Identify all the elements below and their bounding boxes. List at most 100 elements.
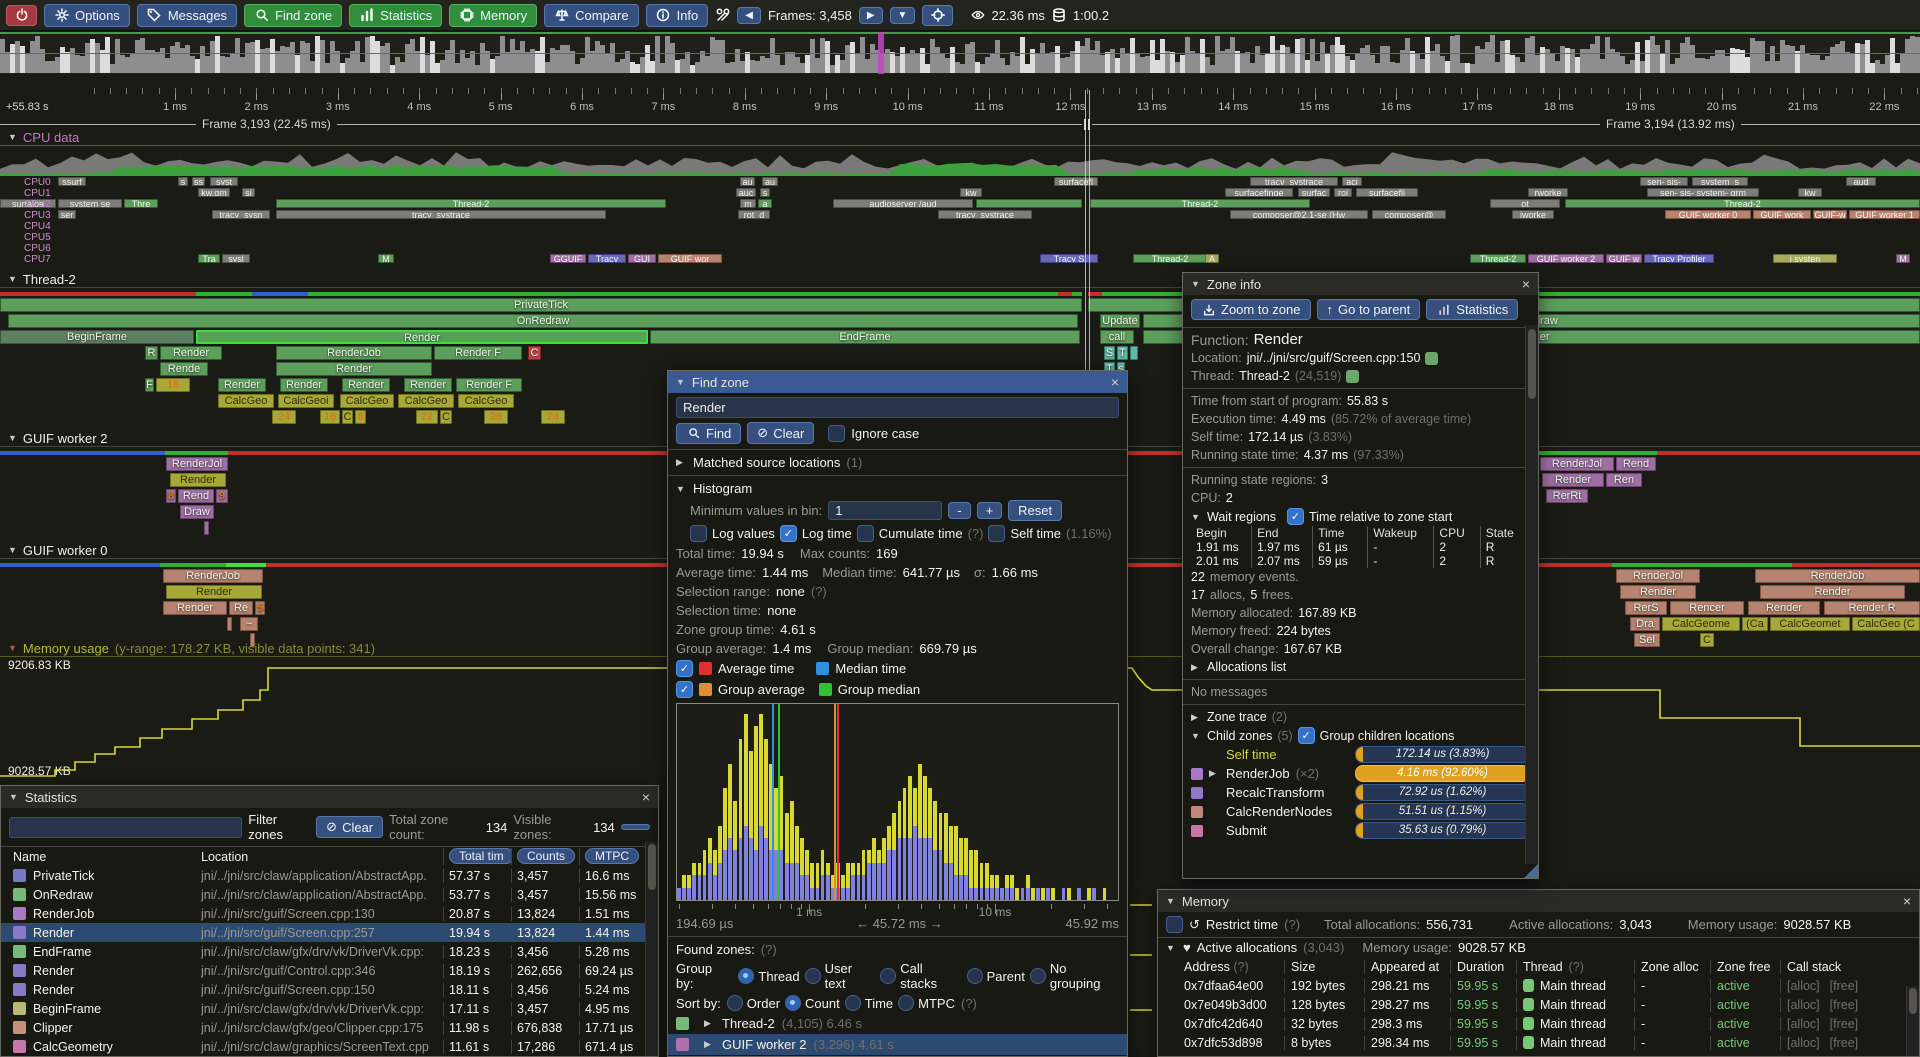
average-time-checkbox[interactable]: ✓ <box>676 660 693 677</box>
timeline-zone[interactable]: Thread-2 <box>1090 199 1310 208</box>
timeline-zone[interactable] <box>1058 292 1072 296</box>
timeline-zone[interactable]: S <box>1104 346 1115 360</box>
collapse-arrow-icon[interactable]: ▼ <box>676 483 685 494</box>
collapse-arrow-icon[interactable]: ▼ <box>1191 279 1200 289</box>
timeline-zone[interactable]: Update <box>1100 314 1140 328</box>
timeline-zone[interactable]: 24 <box>272 410 296 424</box>
timeline-zone[interactable] <box>0 292 196 296</box>
timeline-zone[interactable]: C <box>440 410 452 424</box>
allocation-row[interactable]: 0x7dfc53d898 8 bytes 298.34 ms 59.95 s M… <box>1158 1033 1919 1052</box>
timeline-zone[interactable]: Render <box>1748 601 1820 615</box>
timeline-zone[interactable] <box>1792 563 1920 567</box>
alloc-link[interactable]: [alloc] <box>1787 978 1820 993</box>
close-icon[interactable]: × <box>1902 893 1911 909</box>
timeline-zone[interactable]: Render <box>1542 473 1604 487</box>
timeline-zone[interactable]: composer@ <box>1372 210 1446 219</box>
statistics-titlebar[interactable]: ▼ Statistics × <box>1 786 658 808</box>
timeline-zone[interactable]: a <box>758 199 772 208</box>
timeline-zone[interactable]: tracy_systrace <box>938 210 1032 219</box>
thread-column-header[interactable]: Thread <box>1523 959 1563 974</box>
zone-free-column-header[interactable]: Zone free <box>1710 959 1780 974</box>
duration-column-header[interactable]: Duration <box>1450 959 1516 974</box>
min-bin-input[interactable] <box>828 501 943 520</box>
info-button[interactable]: Info <box>645 3 709 27</box>
help-marker[interactable]: (?) <box>967 526 984 541</box>
compare-button[interactable]: Compare <box>544 3 639 27</box>
child-zone-row[interactable]: Self time 172.14 us (3.83%) <box>1183 745 1538 764</box>
cpu-row-label[interactable]: CPU1 <box>24 188 51 199</box>
find-zone-button[interactable]: Find zone <box>244 3 343 27</box>
timeline-zone[interactable]: Render <box>280 378 328 392</box>
memory-button[interactable]: Memory <box>449 3 538 27</box>
timeline-zone[interactable]: composer@2.1-se (Hw <box>1230 210 1368 219</box>
timeline-zone[interactable]: 5 <box>255 601 265 615</box>
timeline-zone[interactable]: RenderJol <box>1540 457 1614 471</box>
timeline-zone[interactable]: iworke <box>1512 210 1554 219</box>
cpu-row-label[interactable]: CPU5 <box>24 232 51 243</box>
timeline-zone[interactable]: 16 <box>320 410 340 424</box>
ignore-case-checkbox[interactable] <box>828 424 846 442</box>
timeline-zone[interactable]: Ren <box>1606 473 1642 487</box>
zone-info-scrollbar[interactable] <box>1525 325 1538 864</box>
statistics-row[interactable]: Render jni/../jni/src/guif/Screen.cpp:25… <box>1 923 658 942</box>
group-by-radio[interactable]: No grouping <box>1029 961 1119 991</box>
timeline-zone[interactable]: tracy_systrace <box>1250 177 1338 186</box>
cpu-row-label[interactable]: CPU4 <box>24 221 51 232</box>
statistics-row[interactable]: PrivateTick jni/../jni/src/claw/applicat… <box>1 866 658 885</box>
timeline-zone[interactable]: T <box>1117 346 1128 360</box>
timeline-zone[interactable]: rot_d <box>738 210 770 219</box>
cpu-row-label[interactable]: CPU7 <box>24 254 51 265</box>
allocation-row[interactable]: 0x7e049b3d00 128 bytes 298.27 ms 59.95 s… <box>1158 995 1919 1014</box>
find-zone-search-input[interactable] <box>676 397 1119 418</box>
timeline-zone[interactable]: s <box>178 177 188 186</box>
timeline-zone[interactable]: RerRt <box>1546 489 1588 503</box>
timeline-zone[interactable]: CalcGeome <box>1662 617 1740 631</box>
free-link[interactable]: [free] <box>1829 997 1859 1012</box>
timeline-zone[interactable]: GUIF-w <box>1813 210 1847 219</box>
frame-minimap[interactable] <box>0 32 1920 74</box>
callstack-column-header[interactable]: Call stack <box>1780 959 1919 974</box>
statistics-row[interactable]: Clipper jni/../jni/src/claw/gfx/geo/Clip… <box>1 1018 658 1037</box>
cpu-row-label[interactable]: CPU6 <box>24 243 51 254</box>
collapse-arrow-icon[interactable]: ▼ <box>9 792 18 802</box>
timeline-zone[interactable]: Sel <box>1634 633 1660 647</box>
timeline-zone[interactable]: aci <box>1342 177 1362 186</box>
timeline-zone[interactable] <box>160 563 226 567</box>
total-time-column-header[interactable]: Total tim <box>449 848 511 864</box>
timeline-zone[interactable]: GUIF wor <box>658 254 722 263</box>
size-column-header[interactable]: Size <box>1284 959 1364 974</box>
go-to-parent-button[interactable]: ↑ Go to parent <box>1316 299 1421 320</box>
timeline-zone[interactable]: EndFrame <box>650 330 1080 344</box>
next-frame-button[interactable]: ▶ <box>858 6 883 24</box>
thread-color-swatch[interactable] <box>1346 369 1360 383</box>
timeline-zone[interactable]: i systen <box>1773 254 1837 263</box>
timeline-zone[interactable]: (Ca <box>1742 617 1768 631</box>
timeline-zone[interactable]: RenderJob <box>1755 569 1920 583</box>
timeline-zone[interactable]: ss <box>192 177 205 186</box>
timeline-zone[interactable]: roi <box>1334 188 1352 197</box>
free-link[interactable]: [free] <box>1829 1016 1859 1031</box>
timeline-zone[interactable]: Tracy Profiler <box>1644 254 1714 263</box>
timeline-zone[interactable]: Render <box>404 378 452 392</box>
counts-column-header[interactable]: Counts <box>517 848 576 864</box>
timeline-zone[interactable]: 9 <box>216 489 228 503</box>
timeline-zone[interactable]: PrivateTick <box>0 298 1082 312</box>
close-icon[interactable]: × <box>1110 374 1119 390</box>
timeline-zone[interactable]: Render <box>163 601 227 615</box>
options-button[interactable]: Options <box>44 3 130 27</box>
timeline-zone[interactable]: au <box>740 177 755 186</box>
timeline-zone[interactable]: GUIF worker 2 <box>1528 254 1604 263</box>
timeline-zone[interactable]: Tra <box>198 254 220 263</box>
time-relative-checkbox[interactable]: ✓ <box>1287 508 1305 525</box>
resize-grip[interactable] <box>1524 864 1538 878</box>
expand-arrow-icon[interactable]: ▶ <box>704 1039 711 1049</box>
bin-minus-button[interactable]: - <box>948 502 971 519</box>
help-marker[interactable]: (?) <box>1233 959 1249 974</box>
clear-button[interactable]: ⊘ Clear <box>747 422 815 444</box>
timeline-zone[interactable]: Render <box>196 330 648 344</box>
messages-button[interactable]: Messages <box>136 3 238 27</box>
cpu-row-label[interactable]: CPU2 <box>24 199 51 210</box>
timeline-zone[interactable] <box>1612 563 1792 567</box>
child-zone-row[interactable]: ▶ RenderJob (×2) 4.16 ms (92.60%) <box>1183 764 1538 783</box>
collapse-arrow-icon[interactable]: ▼ <box>1166 896 1175 906</box>
